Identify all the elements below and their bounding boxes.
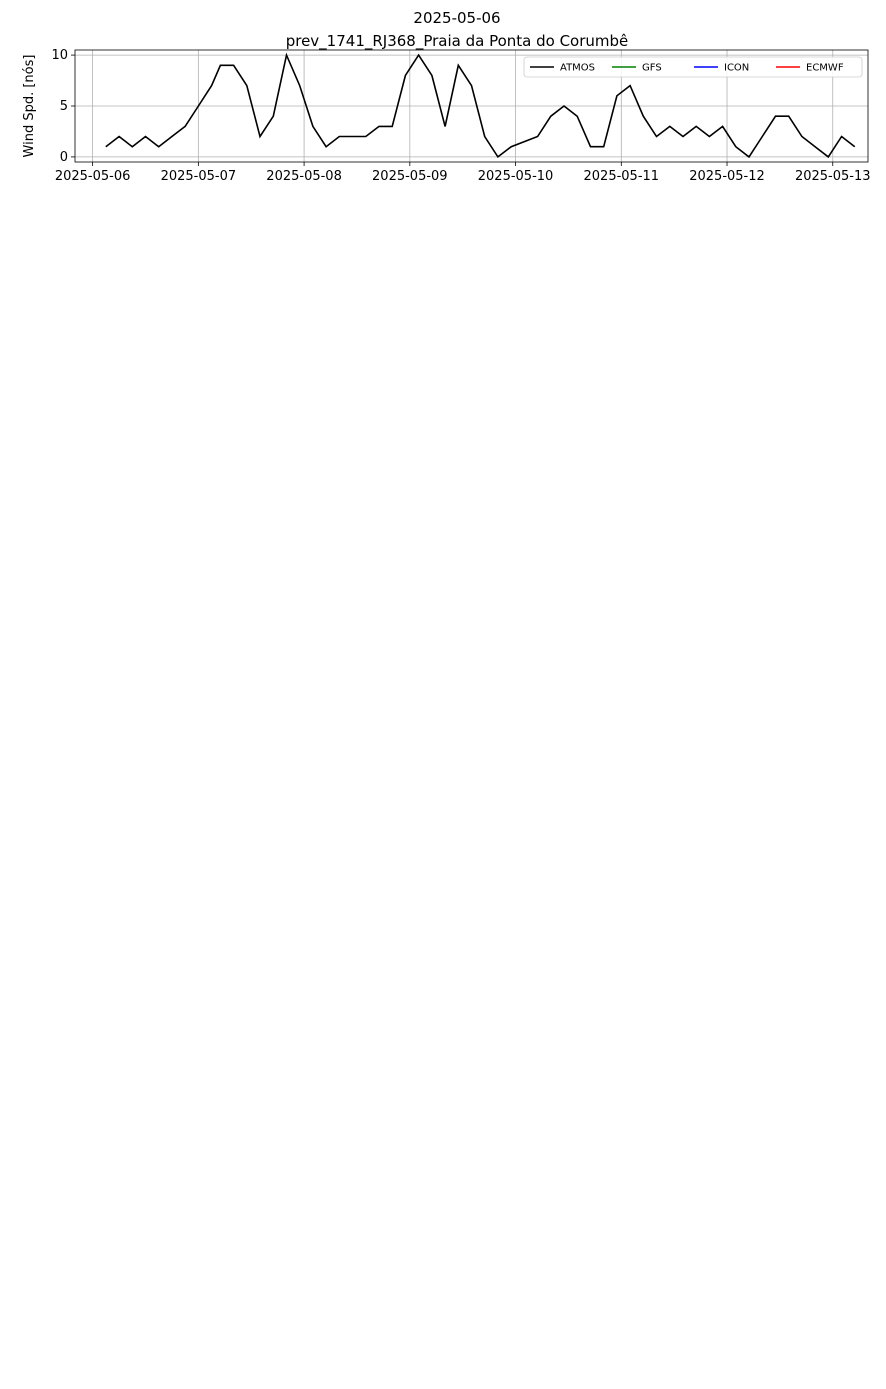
legend-label-ecmwf: ECMWF xyxy=(806,63,844,74)
x-tick-label: 2025-05-08 xyxy=(266,169,342,184)
x-tick-label: 2025-05-12 xyxy=(689,169,765,184)
x-tick-label: 2025-05-10 xyxy=(478,169,554,184)
legend-box xyxy=(523,56,863,78)
legend-label-icon: ICON xyxy=(724,63,749,74)
series-line-atmos xyxy=(105,52,856,159)
x-tick-label: 2025-05-09 xyxy=(372,169,448,184)
y-tick-label: 0 xyxy=(60,150,68,165)
chart-title: 2025-05-06 xyxy=(413,9,500,27)
panel-1: 2025-05-06 2025-05-07 2025-05-08 2025-05-09… xyxy=(22,48,871,184)
x-tick-label: 2025-05-07 xyxy=(161,169,237,184)
x-tick-label: 2025-05-13 xyxy=(795,169,871,184)
y-axis-label: Wind Spd. [nós] xyxy=(22,55,37,158)
legend-label-gfs: GFS xyxy=(642,63,662,74)
y-tick-label: 5 xyxy=(60,99,68,114)
plot-frame xyxy=(74,49,869,163)
y-tick-label: 10 xyxy=(51,48,68,63)
chart-subtitle: prev_1741_RJ368_Praia da Ponta do Corumb… xyxy=(286,32,629,51)
x-tick-label: 2025-05-11 xyxy=(584,169,660,184)
panels: 2025-05-06 2025-05-07 2025-05-08 2025-05-09… xyxy=(22,48,871,184)
x-tick-label: 2025-05-06 xyxy=(55,169,131,184)
legend-label-atmos: ATMOS xyxy=(560,63,595,74)
